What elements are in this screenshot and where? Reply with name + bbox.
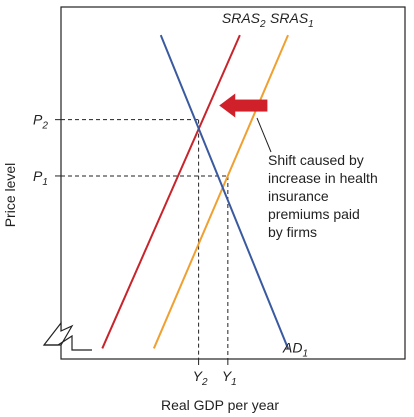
x-tick-label: Y1 [222, 368, 237, 388]
shift-arrow-head [219, 93, 236, 118]
y-tick-label: P2 [33, 112, 48, 132]
plot-frame [60, 6, 406, 360]
x-tick-label: Y2 [193, 368, 208, 388]
series-label-sras-2: SRAS2 [222, 10, 266, 30]
annotation-line: increase in health [268, 170, 378, 186]
shift-arrow-shaft [233, 99, 268, 112]
series-label-ad-1: AD1 [282, 339, 308, 359]
x-axis-label: Real GDP per year [161, 397, 279, 413]
y-tick-label: P1 [33, 168, 48, 188]
axis-break-marker [42, 321, 74, 346]
annotation-line: by firms [268, 224, 317, 240]
series-line-sras-2 [101, 34, 241, 349]
series-label-sras-1: SRAS1 [270, 10, 314, 30]
annotation-line: Shift caused by [268, 152, 364, 168]
series-line-ad-1 [159, 34, 289, 349]
annotation-leader [256, 117, 272, 153]
series-line-sras-1 [152, 34, 289, 349]
axis-break-marker-lower [44, 334, 92, 351]
annotation-line: insurance [268, 188, 329, 204]
annotation-line: premiums paid [268, 206, 360, 222]
y-axis-label: Price level [2, 163, 18, 228]
